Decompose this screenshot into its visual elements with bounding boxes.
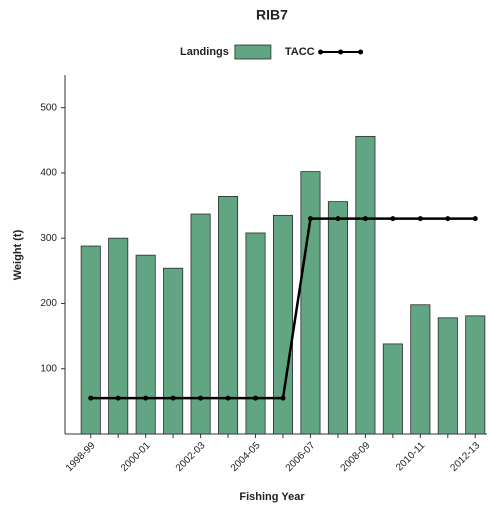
x-axis-title: Fishing Year (239, 491, 305, 503)
line-marker (445, 216, 451, 222)
legend-marker (338, 49, 344, 55)
x-tick-label: 1998-99 (64, 440, 98, 474)
x-tick-label: 2006-07 (284, 440, 318, 474)
x-tick-label: 2000-01 (119, 440, 153, 474)
line-marker (335, 216, 341, 222)
bar (437, 317, 458, 435)
bar (80, 245, 101, 435)
line-marker (417, 216, 423, 222)
line-marker (253, 395, 259, 401)
chart-title: RIB7 (256, 7, 288, 23)
bar (300, 171, 321, 435)
legend-label: Landings (180, 46, 229, 58)
line-marker (143, 395, 149, 401)
y-tick-label: 300 (40, 233, 57, 244)
bar (410, 304, 431, 435)
line-marker (280, 395, 286, 401)
bar (355, 135, 376, 435)
line-marker (115, 395, 121, 401)
line-marker (88, 395, 94, 401)
line-marker (225, 395, 231, 401)
line-marker (170, 395, 176, 401)
bar (382, 343, 403, 435)
legend: Landings TACC (180, 44, 364, 60)
bar (218, 196, 239, 435)
bar (327, 201, 348, 435)
y-tick-label: 200 (40, 298, 57, 309)
bar (465, 315, 486, 435)
bar (135, 254, 156, 435)
line-marker (390, 216, 396, 222)
bar (245, 232, 266, 435)
x-tick-label: 2008-09 (339, 440, 373, 474)
legend-label: TACC (285, 46, 315, 58)
y-tick-label: 400 (40, 168, 57, 179)
legend-marker (318, 49, 324, 55)
y-axis-title: Weight (t) (12, 229, 24, 280)
legend-marker (358, 49, 364, 55)
x-tick-label: 2004-05 (229, 440, 263, 474)
bar (163, 267, 184, 435)
x-tick-label: 2002-03 (174, 440, 208, 474)
line-marker (362, 216, 368, 222)
y-tick-label: 100 (40, 363, 57, 374)
line-marker (307, 216, 313, 222)
y-tick-label: 500 (40, 102, 57, 113)
bar (272, 214, 294, 435)
bar (108, 237, 129, 435)
x-tick-label: 2012-13 (449, 440, 483, 474)
legend-swatch (234, 44, 272, 60)
x-tick-label: 2010-11 (394, 440, 428, 474)
bar (190, 213, 211, 435)
line-marker (198, 395, 204, 401)
line-marker (472, 216, 478, 222)
